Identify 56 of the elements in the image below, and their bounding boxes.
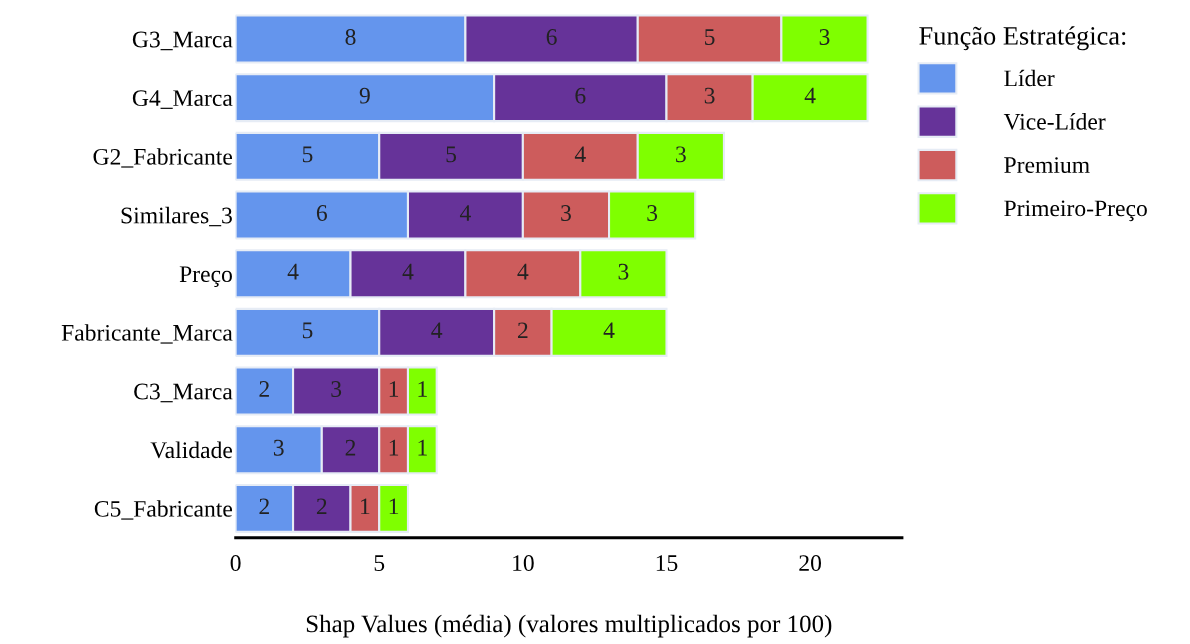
data-label: 6 bbox=[575, 87, 586, 104]
x-tick-label: 15 bbox=[656, 555, 678, 572]
data-label: 4 bbox=[287, 263, 299, 280]
data-label: 2 bbox=[259, 381, 269, 397]
x-tick-label: 5 bbox=[374, 555, 385, 572]
y-tick-label: G2_Fabricante bbox=[93, 148, 233, 168]
data-label: 3 bbox=[561, 205, 571, 221]
legend-title: Função Estratégica: bbox=[919, 26, 1126, 51]
data-label: 3 bbox=[704, 87, 715, 104]
data-label: 4 bbox=[603, 322, 615, 339]
data-label: 4 bbox=[574, 146, 586, 163]
data-label: 5 bbox=[446, 146, 457, 163]
x-tick-label: 20 bbox=[799, 555, 822, 572]
y-tick-label: C5_Fabricante bbox=[94, 500, 233, 520]
data-label: 3 bbox=[618, 263, 629, 280]
y-tick-label: Preço bbox=[179, 266, 232, 287]
legend-label: Premium bbox=[1004, 157, 1090, 173]
data-label: 6 bbox=[546, 29, 557, 45]
data-label: 4 bbox=[804, 87, 816, 104]
data-label: 4 bbox=[402, 263, 414, 280]
data-label: 1 bbox=[389, 381, 399, 397]
y-tick-label: Validade bbox=[150, 441, 233, 459]
data-label: 4 bbox=[431, 322, 443, 339]
legend-label: Líder bbox=[1004, 69, 1055, 87]
y-tick-label: C3_Marca bbox=[134, 383, 233, 403]
data-label: 1 bbox=[418, 381, 427, 397]
x-tick-label: 0 bbox=[230, 555, 241, 572]
data-label: 3 bbox=[331, 381, 342, 397]
y-tick-label: G4_Marca bbox=[132, 90, 233, 109]
data-label: 1 bbox=[418, 439, 427, 456]
data-label: 9 bbox=[359, 87, 370, 104]
data-label: 1 bbox=[389, 439, 399, 456]
data-label: 3 bbox=[273, 439, 284, 456]
data-label: 2 bbox=[345, 439, 356, 456]
data-label: 8 bbox=[345, 28, 356, 45]
y-tick-label: G3_Marca bbox=[132, 31, 233, 51]
y-tick-label: Similares_3 bbox=[121, 206, 232, 227]
y-tick-label: Fabricante_Marca bbox=[61, 324, 233, 344]
data-label: 4 bbox=[459, 205, 471, 221]
data-label: 4 bbox=[517, 263, 529, 280]
data-label: 2 bbox=[518, 322, 528, 339]
data-label: 2 bbox=[259, 498, 269, 515]
data-label: 5 bbox=[705, 29, 715, 45]
data-label: 6 bbox=[316, 205, 327, 221]
data-label: 3 bbox=[676, 146, 686, 163]
data-label: 5 bbox=[302, 322, 313, 339]
data-label: 5 bbox=[302, 146, 313, 163]
x-axis-title: Shap Values (média) (valores multiplicados por 100) bbox=[306, 614, 832, 638]
legend-label: Vice-Líder bbox=[1003, 113, 1106, 130]
data-label: 3 bbox=[647, 205, 658, 221]
data-label: 1 bbox=[389, 498, 399, 515]
x-tick-label: 10 bbox=[513, 555, 534, 572]
data-label: 3 bbox=[819, 29, 830, 45]
legend-label: Primeiro-Preço bbox=[1004, 200, 1147, 222]
data-label: 1 bbox=[361, 498, 370, 515]
data-label: 2 bbox=[316, 498, 327, 515]
